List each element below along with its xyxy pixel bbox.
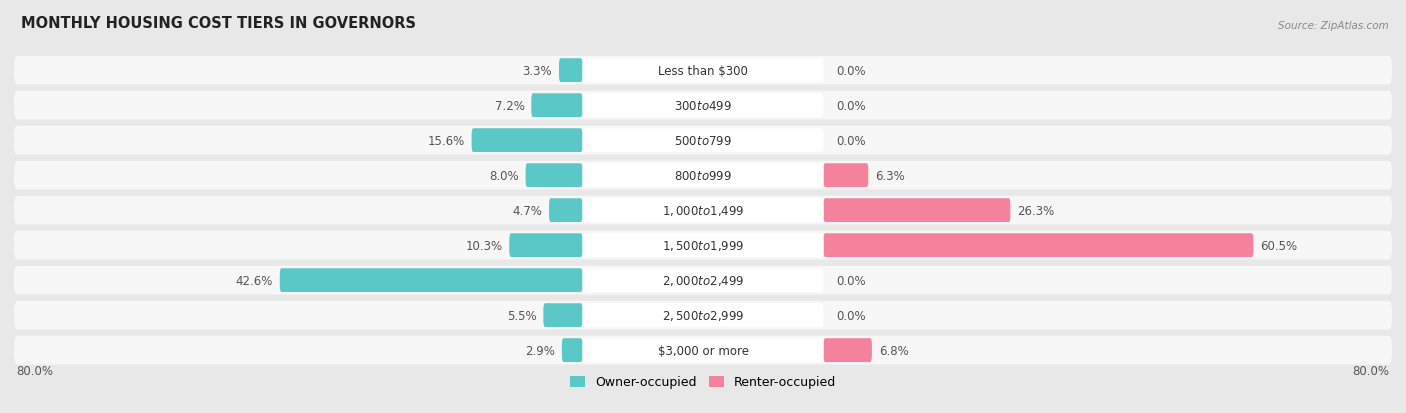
Text: 0.0%: 0.0% bbox=[837, 134, 866, 147]
FancyBboxPatch shape bbox=[582, 234, 824, 257]
FancyBboxPatch shape bbox=[471, 129, 582, 153]
Text: $500 to $799: $500 to $799 bbox=[673, 134, 733, 147]
Text: $2,500 to $2,999: $2,500 to $2,999 bbox=[662, 309, 744, 323]
Text: $1,000 to $1,499: $1,000 to $1,499 bbox=[662, 204, 744, 218]
Legend: Owner-occupied, Renter-occupied: Owner-occupied, Renter-occupied bbox=[565, 370, 841, 394]
FancyBboxPatch shape bbox=[14, 336, 1392, 365]
Text: 7.2%: 7.2% bbox=[495, 100, 524, 112]
Text: 0.0%: 0.0% bbox=[837, 309, 866, 322]
FancyBboxPatch shape bbox=[14, 196, 1392, 225]
Text: 80.0%: 80.0% bbox=[17, 365, 53, 377]
Text: 26.3%: 26.3% bbox=[1018, 204, 1054, 217]
Text: 80.0%: 80.0% bbox=[1353, 365, 1389, 377]
Text: 5.5%: 5.5% bbox=[506, 309, 537, 322]
FancyBboxPatch shape bbox=[824, 338, 872, 362]
Text: $2,000 to $2,499: $2,000 to $2,499 bbox=[662, 273, 744, 287]
Text: Source: ZipAtlas.com: Source: ZipAtlas.com bbox=[1278, 21, 1389, 31]
Text: 0.0%: 0.0% bbox=[837, 274, 866, 287]
Text: 6.8%: 6.8% bbox=[879, 344, 908, 357]
FancyBboxPatch shape bbox=[526, 164, 582, 188]
Text: Less than $300: Less than $300 bbox=[658, 64, 748, 78]
Text: MONTHLY HOUSING COST TIERS IN GOVERNORS: MONTHLY HOUSING COST TIERS IN GOVERNORS bbox=[21, 16, 416, 31]
FancyBboxPatch shape bbox=[14, 231, 1392, 260]
Text: 42.6%: 42.6% bbox=[236, 274, 273, 287]
FancyBboxPatch shape bbox=[582, 199, 824, 223]
Text: 10.3%: 10.3% bbox=[465, 239, 502, 252]
FancyBboxPatch shape bbox=[582, 304, 824, 327]
FancyBboxPatch shape bbox=[531, 94, 582, 118]
Text: 0.0%: 0.0% bbox=[837, 64, 866, 78]
FancyBboxPatch shape bbox=[14, 126, 1392, 155]
FancyBboxPatch shape bbox=[14, 92, 1392, 120]
FancyBboxPatch shape bbox=[560, 59, 582, 83]
Text: $1,500 to $1,999: $1,500 to $1,999 bbox=[662, 239, 744, 252]
FancyBboxPatch shape bbox=[14, 301, 1392, 330]
FancyBboxPatch shape bbox=[14, 266, 1392, 295]
FancyBboxPatch shape bbox=[543, 304, 582, 327]
FancyBboxPatch shape bbox=[582, 164, 824, 188]
FancyBboxPatch shape bbox=[14, 161, 1392, 190]
Text: 8.0%: 8.0% bbox=[489, 169, 519, 182]
Text: 3.3%: 3.3% bbox=[523, 64, 553, 78]
Text: 2.9%: 2.9% bbox=[524, 344, 555, 357]
FancyBboxPatch shape bbox=[14, 57, 1392, 85]
FancyBboxPatch shape bbox=[562, 338, 582, 362]
FancyBboxPatch shape bbox=[582, 338, 824, 362]
FancyBboxPatch shape bbox=[550, 199, 582, 223]
Text: 0.0%: 0.0% bbox=[837, 100, 866, 112]
FancyBboxPatch shape bbox=[509, 234, 582, 257]
Text: $3,000 or more: $3,000 or more bbox=[658, 344, 748, 357]
FancyBboxPatch shape bbox=[824, 234, 1253, 257]
FancyBboxPatch shape bbox=[824, 164, 869, 188]
Text: 6.3%: 6.3% bbox=[875, 169, 905, 182]
FancyBboxPatch shape bbox=[582, 129, 824, 153]
Text: 4.7%: 4.7% bbox=[512, 204, 543, 217]
FancyBboxPatch shape bbox=[824, 199, 1011, 223]
FancyBboxPatch shape bbox=[582, 94, 824, 118]
FancyBboxPatch shape bbox=[280, 268, 582, 292]
FancyBboxPatch shape bbox=[582, 59, 824, 83]
Text: 15.6%: 15.6% bbox=[427, 134, 465, 147]
FancyBboxPatch shape bbox=[582, 268, 824, 292]
Text: $300 to $499: $300 to $499 bbox=[673, 100, 733, 112]
Text: 60.5%: 60.5% bbox=[1260, 239, 1298, 252]
Text: $800 to $999: $800 to $999 bbox=[673, 169, 733, 182]
